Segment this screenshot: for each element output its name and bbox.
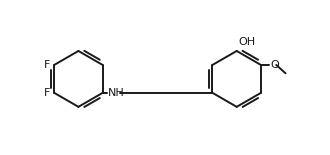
Text: OH: OH: [239, 37, 256, 47]
Text: O: O: [270, 60, 279, 70]
Text: NH: NH: [108, 88, 125, 98]
Text: F: F: [44, 88, 50, 98]
Text: F: F: [44, 60, 50, 70]
